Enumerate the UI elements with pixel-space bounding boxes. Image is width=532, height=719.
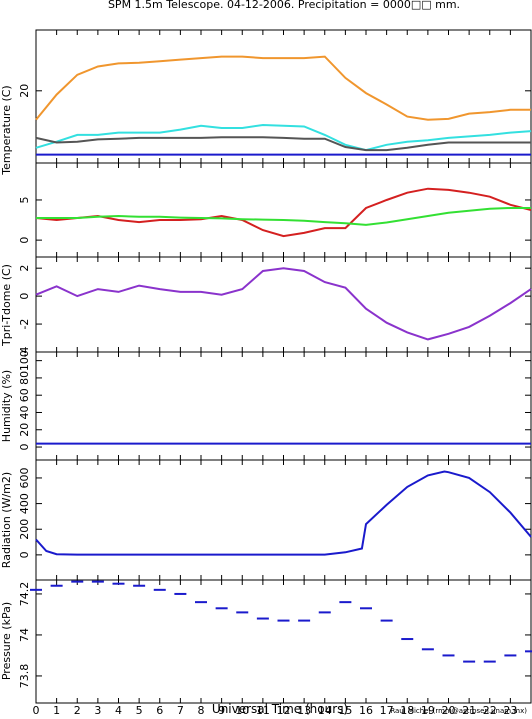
x-tick-label: 19 [421, 704, 435, 717]
x-tick-label: 5 [136, 704, 143, 717]
chart-title: SPM 1.5m Telescope. 04-12-2006. Precipit… [108, 0, 460, 11]
x-tick-label: 20 [442, 704, 456, 717]
y-tick-label: 80 [18, 371, 31, 385]
x-tick-label: 12 [277, 704, 291, 717]
y-axis-label: Humidity (%) [0, 370, 13, 442]
x-tick-label: 16 [359, 704, 373, 717]
x-tick-label: 1 [53, 704, 60, 717]
data-line [35, 187, 532, 238]
y-tick-label: 0 [18, 444, 31, 451]
data-point [112, 582, 125, 585]
data-point [133, 584, 146, 587]
panel-frame [35, 162, 532, 258]
data-point [298, 619, 311, 622]
y-axis-label: Temperature (C) [0, 85, 13, 175]
data-point [401, 638, 414, 641]
x-tick-label: 23 [503, 704, 517, 717]
x-tick-label: 2 [74, 704, 81, 717]
y-tick-label: 0 [18, 551, 31, 558]
y-tick-label: 600 [18, 467, 31, 488]
y-tick-label: 74 [18, 628, 31, 642]
data-point [195, 601, 207, 604]
data-point [380, 619, 393, 622]
x-tick-label: 9 [218, 704, 225, 717]
x-tick-label: 15 [338, 704, 352, 717]
data-point [215, 607, 228, 610]
x-tick-label: 10 [235, 704, 249, 717]
data-point [277, 619, 290, 622]
x-tick-label: 17 [380, 704, 394, 717]
y-tick-label: 20 [18, 84, 31, 98]
y-tick-label: 2 [18, 265, 31, 272]
data-point [442, 654, 455, 657]
data-line [36, 207, 531, 226]
panel-frame [35, 459, 532, 581]
y-tick-label: 200 [18, 519, 31, 540]
data-point [50, 584, 63, 587]
panel-frame [35, 579, 532, 704]
data-point [174, 592, 187, 595]
data-point [483, 660, 496, 663]
x-tick-label: 18 [400, 704, 414, 717]
data-point [318, 611, 331, 614]
data-point [91, 580, 104, 583]
y-tick-label: 60 [18, 388, 31, 402]
x-tick-label: 11 [256, 704, 270, 717]
data-point [256, 617, 269, 620]
y-axis-label: Pressure (kPa) [0, 602, 13, 680]
data-line [35, 267, 532, 341]
data-point [504, 654, 517, 657]
data-point [463, 660, 476, 663]
data-line [35, 470, 532, 556]
y-tick-label: 100 [18, 350, 31, 371]
y-tick-label: 0 [18, 237, 31, 244]
y-tick-label: 40 [18, 405, 31, 419]
data-point [421, 648, 434, 651]
y-tick-label: 5 [18, 196, 31, 203]
y-tick-label: 20 [18, 423, 31, 437]
x-tick-label: 4 [115, 704, 122, 717]
x-tick-label: 22 [483, 704, 497, 717]
y-tick-label: 73.8 [18, 664, 31, 689]
data-point [525, 650, 532, 653]
data-line [35, 136, 531, 152]
y-tick-label: -4 [18, 347, 31, 358]
x-tick-label: 0 [33, 704, 40, 717]
y-tick-label: 400 [18, 493, 31, 514]
y-tick-label: 74.2 [18, 582, 31, 607]
x-tick-label: 14 [318, 704, 332, 717]
credit: Raul Michel (rmm@astrosen.unam.mx) [390, 707, 527, 715]
x-tick-label: 8 [198, 704, 205, 717]
y-tick-label: 0 [18, 293, 31, 300]
y-tick-label: -2 [18, 319, 31, 330]
data-point [339, 601, 352, 604]
data-line [35, 55, 531, 121]
y-axis-label: Radiation (W/m2) [0, 472, 13, 568]
data-line [35, 123, 532, 152]
x-tick-label: 13 [297, 704, 311, 717]
x-tick-label: 7 [177, 704, 184, 717]
data-point [236, 611, 249, 614]
x-tick-label: 3 [94, 704, 101, 717]
data-point [71, 580, 84, 583]
panel-frame [35, 256, 532, 353]
x-tick-label: 21 [462, 704, 476, 717]
data-point [360, 607, 372, 610]
x-tick-label: 6 [156, 704, 163, 717]
data-point [30, 588, 42, 591]
x-axis-label: Universal Time (hours) [212, 702, 348, 716]
y-axis-label: Tpri-Tdome (C) [0, 264, 13, 347]
data-point [153, 588, 166, 591]
